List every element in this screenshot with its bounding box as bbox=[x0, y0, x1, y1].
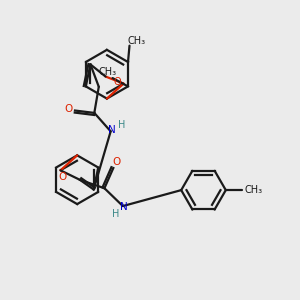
Text: CH₃: CH₃ bbox=[98, 67, 116, 76]
Text: CH₃: CH₃ bbox=[128, 36, 146, 46]
Text: O: O bbox=[58, 172, 66, 182]
Text: H: H bbox=[118, 120, 126, 130]
Text: O: O bbox=[64, 104, 73, 114]
Text: CH₃: CH₃ bbox=[244, 184, 262, 194]
Text: O: O bbox=[113, 77, 121, 87]
Text: N: N bbox=[120, 202, 127, 212]
Text: N: N bbox=[108, 125, 116, 135]
Text: H: H bbox=[112, 209, 119, 219]
Text: O: O bbox=[112, 157, 120, 167]
